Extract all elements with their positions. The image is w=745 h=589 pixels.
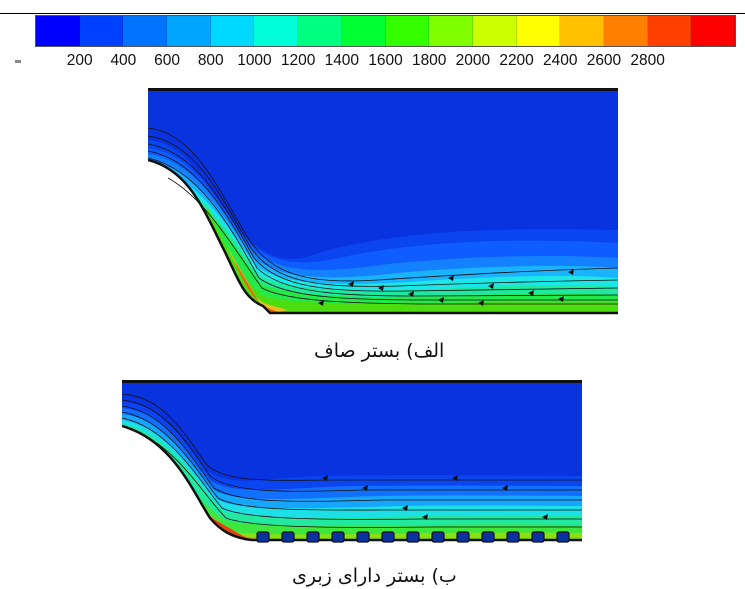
- legend-tick-label: 2000: [455, 52, 491, 69]
- legend-tick-label: 1800: [411, 52, 447, 69]
- caption-smooth-bed: الف) بستر صاف: [314, 340, 445, 362]
- contour-panel-rough-bed: [122, 380, 582, 543]
- legend-tick-label: 200: [66, 52, 93, 69]
- legend-swatch: [167, 16, 211, 46]
- legend-tick-label: 800: [197, 52, 224, 69]
- legend-swatch: [560, 16, 604, 46]
- legend-swatch: [341, 16, 386, 46]
- legend-swatch: [254, 16, 299, 46]
- legend-tick-label: 2400: [543, 52, 578, 69]
- legend-tick-label: 2200: [499, 52, 534, 69]
- legend-tick-label: 2800: [630, 52, 665, 69]
- legend-tick-label: 1600: [368, 52, 403, 69]
- color-legend-bar: [35, 15, 736, 47]
- legend-swatch: [647, 16, 692, 46]
- top-rule: [0, 13, 745, 14]
- color-legend-ticks: 200 400 600 800 1000 1200 1400 1600 1800 2000 2200…: [0, 52, 745, 72]
- legend-swatch: [36, 16, 80, 46]
- legend-tick-label: 1200: [280, 52, 316, 69]
- caption-rough-bed: ب) بستر دارای زبری: [292, 565, 457, 587]
- legend-swatch: [298, 16, 342, 46]
- contour-panel-smooth-bed: [148, 88, 618, 315]
- legend-tick-label: 1000: [237, 52, 272, 69]
- legend-swatch: [79, 16, 124, 46]
- legend-swatch: [516, 16, 561, 46]
- legend-tick-label: 600: [154, 52, 180, 69]
- legend-swatch: [123, 16, 168, 46]
- legend-swatch: [429, 16, 473, 46]
- legend-swatch: [603, 16, 648, 46]
- legend-swatch: [385, 16, 430, 46]
- legend-swatch: [472, 16, 517, 46]
- legend-tick-label: 400: [110, 52, 137, 69]
- legend-tick-label: 1400: [324, 52, 360, 69]
- legend-swatch: [691, 16, 735, 46]
- legend-swatch: [210, 16, 255, 46]
- legend-tick-label: 2600: [586, 52, 622, 69]
- legend-mark: [15, 60, 21, 63]
